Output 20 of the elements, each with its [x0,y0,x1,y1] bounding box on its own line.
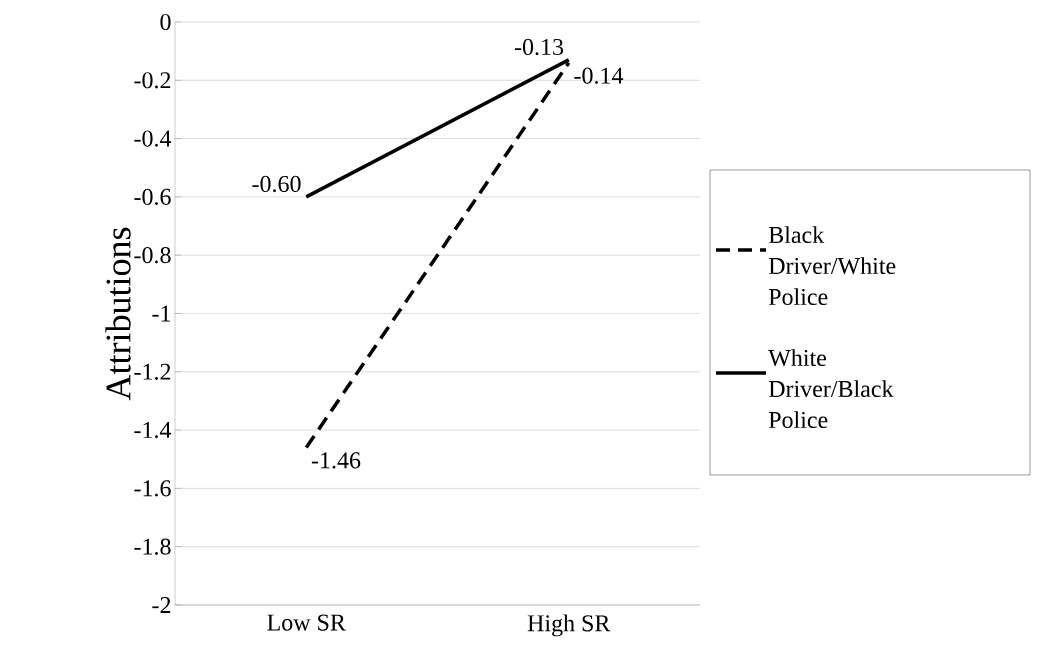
y-tick-label: -1.6 [134,480,171,497]
y-tick-label: 0 [160,13,171,31]
data-label: -0.13 [514,38,564,56]
y-tick-label: -1.8 [134,538,171,555]
y-tick-label: -1 [152,305,171,322]
x-tick-label: Low SR [267,614,346,631]
y-tick-label: -1.2 [134,363,171,380]
legend-label: Black Driver/White Police [768,226,896,306]
data-label: -0.60 [252,175,301,193]
y-tick-label: -0.8 [134,247,171,264]
data-label: -0.14 [574,67,624,84]
x-tick-label: High SR [527,614,611,637]
y-tick-label: -1.4 [134,421,172,439]
y-tick-label: -0.6 [134,188,171,206]
legend-label: White Driver/Black Police [768,349,894,429]
y-tick-label: -2 [152,597,171,613]
y-axis-title: Attributions [105,227,131,401]
data-label: -1.46 [311,452,361,469]
y-tick-label: -0.2 [134,72,171,89]
y-tick-label: -0.4 [134,130,172,147]
